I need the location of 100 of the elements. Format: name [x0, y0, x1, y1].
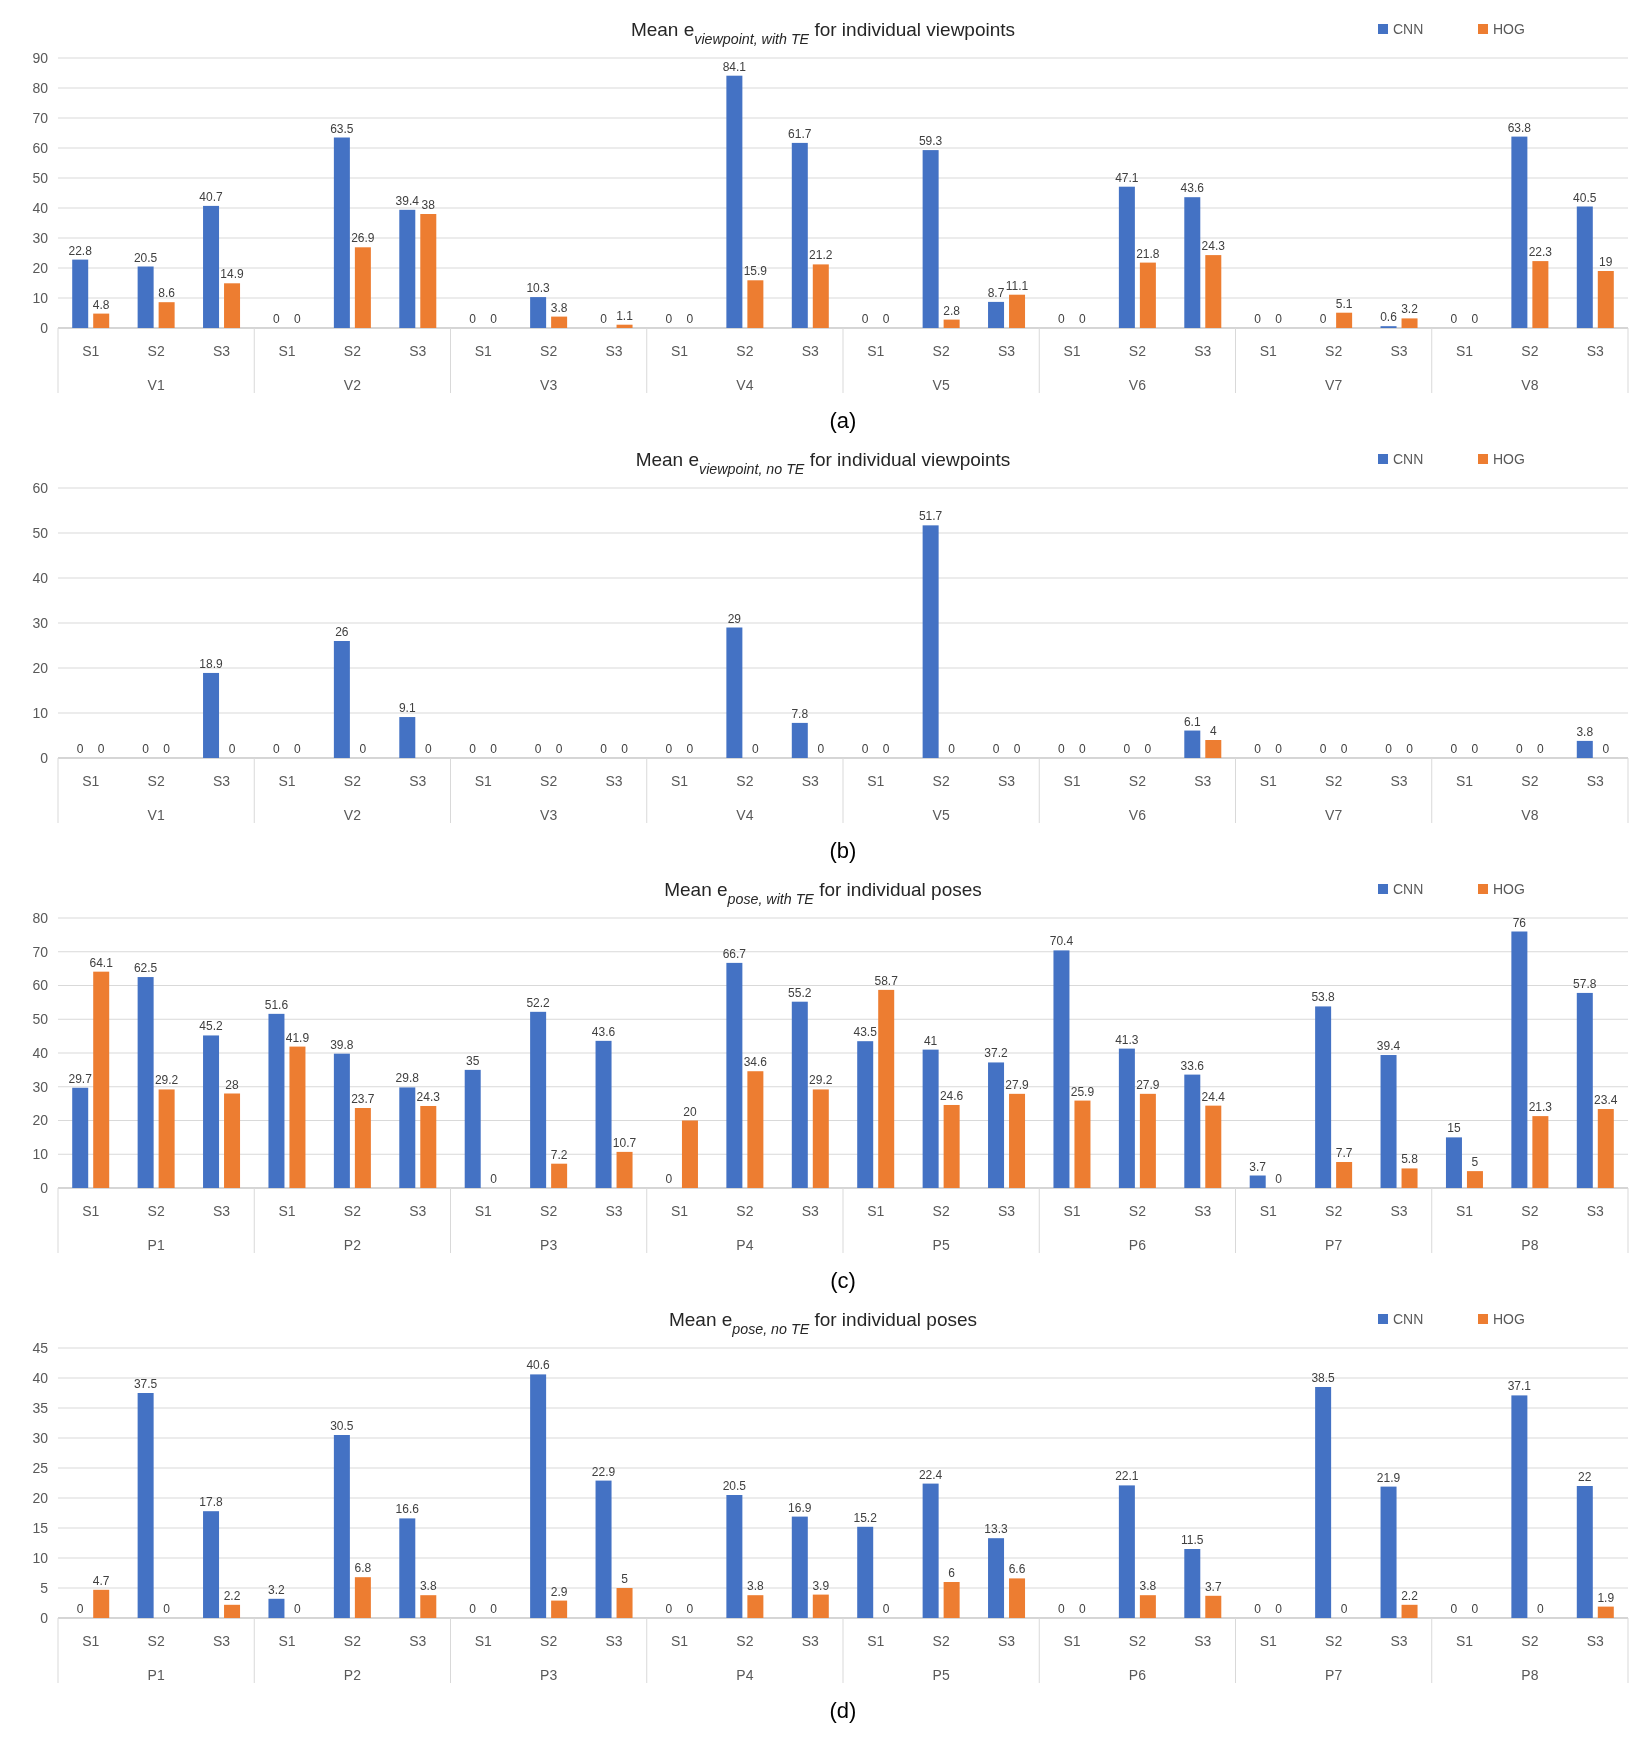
- data-label: 21.2: [809, 248, 833, 263]
- data-label: 0: [1319, 742, 1327, 756]
- data-label: 0: [294, 312, 302, 326]
- y-tick-label: 20: [32, 259, 49, 276]
- bar: [354, 247, 371, 328]
- data-label: 3.2: [268, 1582, 286, 1597]
- data-label: 0: [1079, 312, 1087, 326]
- bar: [791, 1001, 808, 1188]
- bar: [1139, 1093, 1156, 1188]
- data-label: 0: [752, 742, 760, 756]
- x-tick-label: S2: [1521, 1633, 1539, 1649]
- bar: [1205, 1595, 1222, 1618]
- chart-title: Mean e$_{pose, no TE}$ for individual poses: [668, 1309, 978, 1337]
- x-tick-label: S1: [1259, 343, 1277, 359]
- y-tick-label: 10: [32, 1146, 49, 1163]
- bar: [530, 1374, 547, 1618]
- data-label: 29.8: [395, 1071, 420, 1086]
- data-label: 0: [1516, 742, 1524, 756]
- data-label: 58.7: [874, 973, 899, 988]
- bar: [747, 1595, 764, 1618]
- x-tick-label: S2: [343, 773, 362, 789]
- data-label: 39.4: [395, 193, 420, 208]
- bar: [1205, 740, 1222, 758]
- data-label: 61.7: [788, 126, 812, 141]
- data-label: 33.6: [1180, 1058, 1205, 1073]
- text: V4: [736, 807, 754, 823]
- y-tick-label: 0: [40, 749, 49, 766]
- bar: [268, 1598, 285, 1618]
- y-tick-label: 40: [32, 569, 49, 586]
- bar: [1576, 1486, 1593, 1618]
- x-tick-label: S1: [1063, 773, 1081, 789]
- y-tick-label: 40: [32, 199, 49, 216]
- bar: [812, 264, 829, 328]
- data-label: 0: [1013, 742, 1021, 756]
- bar: [224, 1604, 241, 1618]
- x-tick-label: S2: [540, 1633, 558, 1649]
- data-label: 22.9: [591, 1464, 616, 1479]
- data-label: 0: [1450, 1602, 1458, 1616]
- text: V5: [932, 807, 950, 823]
- bar: [530, 297, 547, 328]
- bar: [812, 1594, 829, 1618]
- data-label: 9.1: [398, 701, 416, 716]
- bar: [726, 627, 743, 758]
- x-tick-label: S1: [867, 773, 885, 789]
- y-tick-label: 10: [32, 289, 49, 306]
- data-label: 59.3: [918, 134, 943, 149]
- x-tick-label: S3: [1390, 343, 1408, 359]
- x-tick-label: S1: [1063, 1633, 1081, 1649]
- x-tick-label: S2: [932, 343, 950, 359]
- x-tick-label: S3: [1390, 773, 1408, 789]
- data-label: 53.8: [1311, 990, 1336, 1005]
- bar: [595, 1040, 612, 1188]
- bar: [354, 1108, 371, 1188]
- x-tick-label: S3: [801, 1633, 820, 1649]
- bar: [1009, 1093, 1026, 1188]
- x-tick-label: S2: [540, 343, 558, 359]
- data-label: 0: [665, 1602, 673, 1616]
- text: (c): [830, 1268, 856, 1293]
- data-label: 0: [1254, 742, 1262, 756]
- data-label: 3.8: [1576, 724, 1594, 739]
- data-label: 0: [861, 312, 869, 326]
- data-label: 1.1: [616, 308, 634, 323]
- x-tick-label: S2: [343, 1203, 362, 1219]
- data-label: 5.8: [1401, 1152, 1419, 1167]
- x-tick-label: S3: [1194, 773, 1212, 789]
- x-tick-label: S1: [82, 1633, 100, 1649]
- y-tick-label: 25: [32, 1459, 49, 1476]
- y-tick-label: 40: [32, 1369, 49, 1386]
- data-label: 23.7: [351, 1092, 375, 1107]
- data-label: 0: [1450, 742, 1458, 756]
- data-label: 0: [1275, 312, 1283, 326]
- text: P5: [932, 1237, 950, 1253]
- data-label: 0: [97, 742, 105, 756]
- bar: [464, 1069, 481, 1188]
- bar: [289, 1046, 306, 1188]
- data-label: 19: [1599, 255, 1613, 269]
- y-tick-label: 10: [32, 1549, 49, 1566]
- data-label: 0: [142, 742, 150, 756]
- bar: [420, 1105, 437, 1188]
- data-label: 0: [1340, 1602, 1348, 1616]
- bar: [922, 150, 939, 328]
- data-label: 8.7: [987, 285, 1005, 300]
- data-label: 76: [1512, 915, 1527, 930]
- data-label: 0: [861, 742, 869, 756]
- data-label: 0: [882, 742, 890, 756]
- bar: [1118, 1048, 1135, 1188]
- x-tick-label: S3: [605, 1203, 623, 1219]
- x-tick-label: S3: [1194, 1633, 1212, 1649]
- y-tick-label: 20: [32, 1489, 49, 1506]
- bar: [137, 266, 154, 328]
- data-label: 0: [228, 742, 236, 756]
- data-label: 0: [1275, 1602, 1283, 1616]
- x-tick-label: S2: [147, 773, 165, 789]
- bar: [616, 1151, 633, 1188]
- text: V5: [932, 377, 950, 393]
- data-label: 0: [600, 742, 608, 756]
- x-tick-label: S1: [670, 343, 689, 359]
- data-label: 22: [1578, 1470, 1592, 1484]
- bar: [922, 525, 939, 758]
- data-label: 0: [294, 1602, 302, 1616]
